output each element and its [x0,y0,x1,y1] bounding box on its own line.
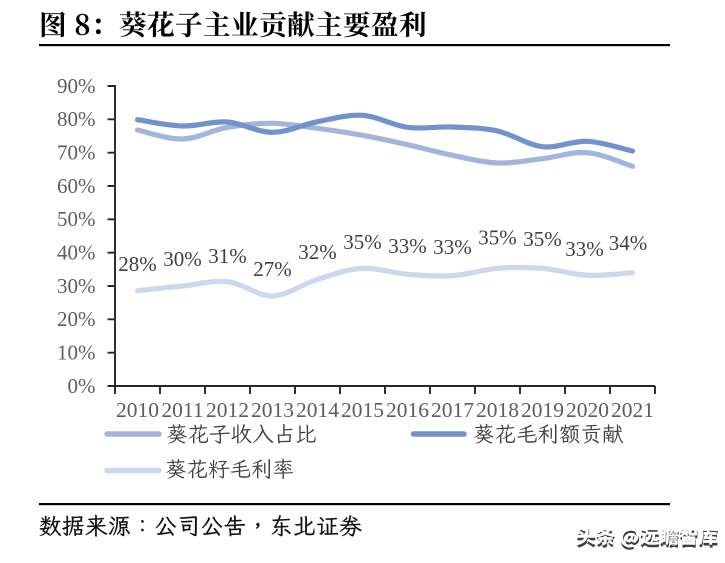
svg-text:33%: 33% [433,235,472,259]
svg-text:80%: 80% [57,107,96,131]
svg-text:2017: 2017 [431,398,474,422]
svg-text:33%: 33% [388,234,427,258]
svg-text:30%: 30% [163,247,202,271]
svg-text:10%: 10% [57,341,96,365]
svg-text:2018: 2018 [476,398,519,422]
svg-text:20%: 20% [57,307,96,331]
svg-text:2013: 2013 [251,398,294,422]
svg-text:2016: 2016 [386,398,429,422]
svg-text:27%: 27% [253,257,292,281]
svg-text:40%: 40% [57,241,96,265]
svg-text:35%: 35% [343,230,382,254]
svg-text:2014: 2014 [296,398,339,422]
svg-text:35%: 35% [478,226,517,250]
svg-text:2015: 2015 [341,398,384,422]
svg-text:30%: 30% [57,274,96,298]
svg-text:60%: 60% [57,174,96,198]
svg-text:33%: 33% [565,237,604,261]
svg-text:31%: 31% [208,244,247,268]
svg-text:50%: 50% [57,207,96,231]
svg-text:32%: 32% [298,240,337,264]
svg-text:2011: 2011 [161,398,203,422]
svg-text:2020: 2020 [566,398,609,422]
svg-text:2019: 2019 [521,398,564,422]
svg-text:0%: 0% [68,374,96,398]
svg-text:90%: 90% [57,74,96,98]
svg-text:2010: 2010 [116,398,159,422]
svg-text:28%: 28% [118,252,157,276]
svg-text:70%: 70% [57,141,96,165]
svg-text:34%: 34% [609,231,648,255]
svg-text:2012: 2012 [206,398,249,422]
svg-text:2021: 2021 [611,398,654,422]
svg-text:35%: 35% [523,227,562,251]
